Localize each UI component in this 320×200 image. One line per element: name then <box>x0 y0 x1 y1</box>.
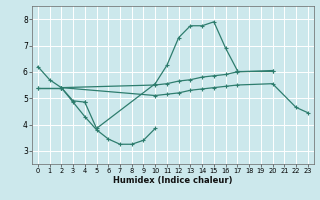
X-axis label: Humidex (Indice chaleur): Humidex (Indice chaleur) <box>113 176 233 185</box>
